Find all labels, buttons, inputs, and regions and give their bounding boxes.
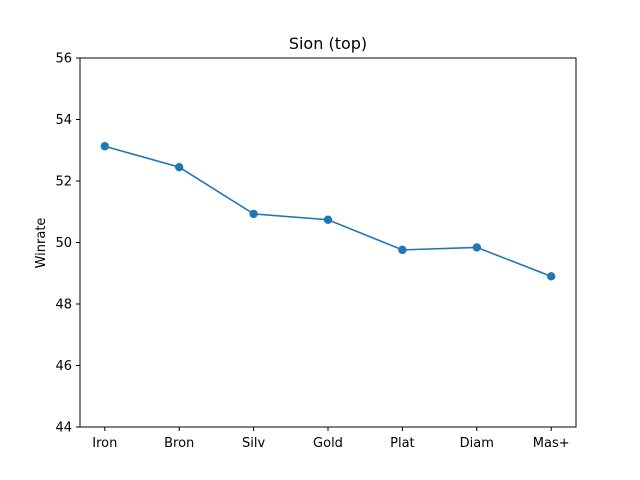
y-axis: 44 46 48 50 52 54 56 (55, 52, 80, 436)
data-point-diam (472, 243, 481, 252)
plot-frame (79, 57, 577, 428)
chart-title: Sion (top) (289, 34, 367, 53)
data-point-plat (398, 245, 407, 255)
y-tick-label: 48 (55, 298, 72, 313)
data-point-iron (100, 142, 110, 151)
y-tick-label: 52 (55, 175, 72, 190)
x-tick-label-plat: Plat (390, 436, 415, 451)
x-axis: Iron Bron Silv Gold Plat Diam Mas+ (92, 427, 570, 451)
x-tick-label-silv: Silv (242, 436, 265, 451)
y-tick-label: 50 (55, 236, 72, 251)
y-tick-label: 44 (55, 421, 72, 436)
y-tick-label: 46 (55, 359, 72, 374)
series-layer (100, 142, 556, 281)
data-point-silv (249, 209, 258, 219)
y-axis-label: Winrate (34, 218, 49, 269)
y-tick-label: 56 (55, 52, 72, 67)
series-line (104, 145, 552, 278)
y-tick-label: 54 (55, 113, 72, 128)
x-tick-label-gold: Gold (313, 436, 343, 451)
x-tick-label-diam: Diam (460, 436, 494, 451)
x-tick-label-iron: Iron (92, 436, 117, 451)
data-point-mas (547, 272, 556, 281)
x-tick-label-bron: Bron (164, 436, 194, 451)
data-point-gold (323, 215, 333, 224)
data-point-bron (175, 162, 184, 172)
x-tick-label-mas: Mas+ (533, 436, 570, 451)
